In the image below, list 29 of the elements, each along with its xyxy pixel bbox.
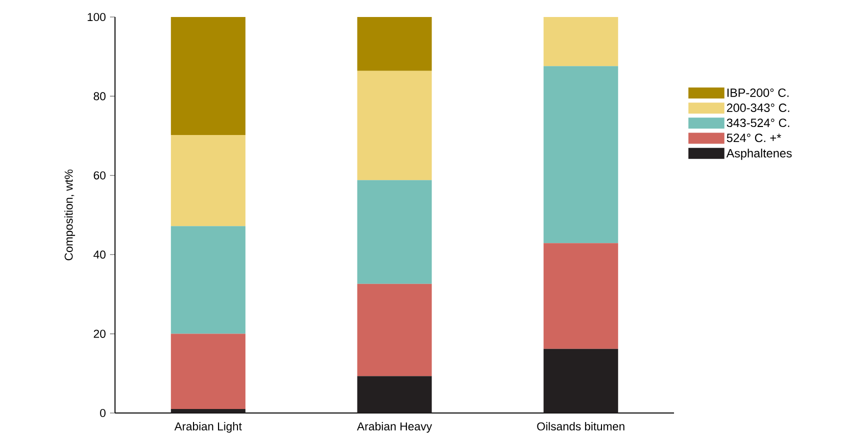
bar	[170, 226, 246, 334]
y-tick-label: 60	[94, 171, 106, 180]
legend-label: IBP-200° C.	[727, 88, 789, 97]
y-tick-label: 80	[94, 92, 106, 100]
bar	[170, 334, 246, 410]
y-tick-label: 100	[88, 12, 106, 22]
legend-label: 200-343° C.	[726, 104, 790, 112]
legend-label: Asphaltenes	[726, 148, 792, 160]
y-tick-label: 40	[94, 250, 106, 259]
bar	[170, 409, 246, 413]
bar	[544, 348, 618, 413]
x-tick-label: Arabian Heavy	[356, 422, 432, 433]
bar	[544, 66, 618, 244]
bar	[357, 284, 432, 376]
bar	[357, 376, 432, 413]
y-tick-label: 20	[94, 330, 106, 338]
bar	[357, 70, 432, 180]
bar	[170, 135, 246, 226]
bar	[357, 16, 432, 71]
bar	[170, 16, 246, 136]
bar	[357, 180, 432, 284]
y-axis-title: Composition, wt%	[64, 170, 76, 260]
legend-label: 524° C. +*	[726, 134, 782, 142]
x-tick-label: Arabian Light	[174, 422, 242, 433]
y-tick-label: 0	[100, 408, 106, 418]
bar	[544, 16, 618, 66]
x-tick-label: Oilsands bitumen	[537, 422, 624, 430]
bar	[544, 243, 618, 349]
legend-label: 343-524° C.	[726, 118, 790, 128]
